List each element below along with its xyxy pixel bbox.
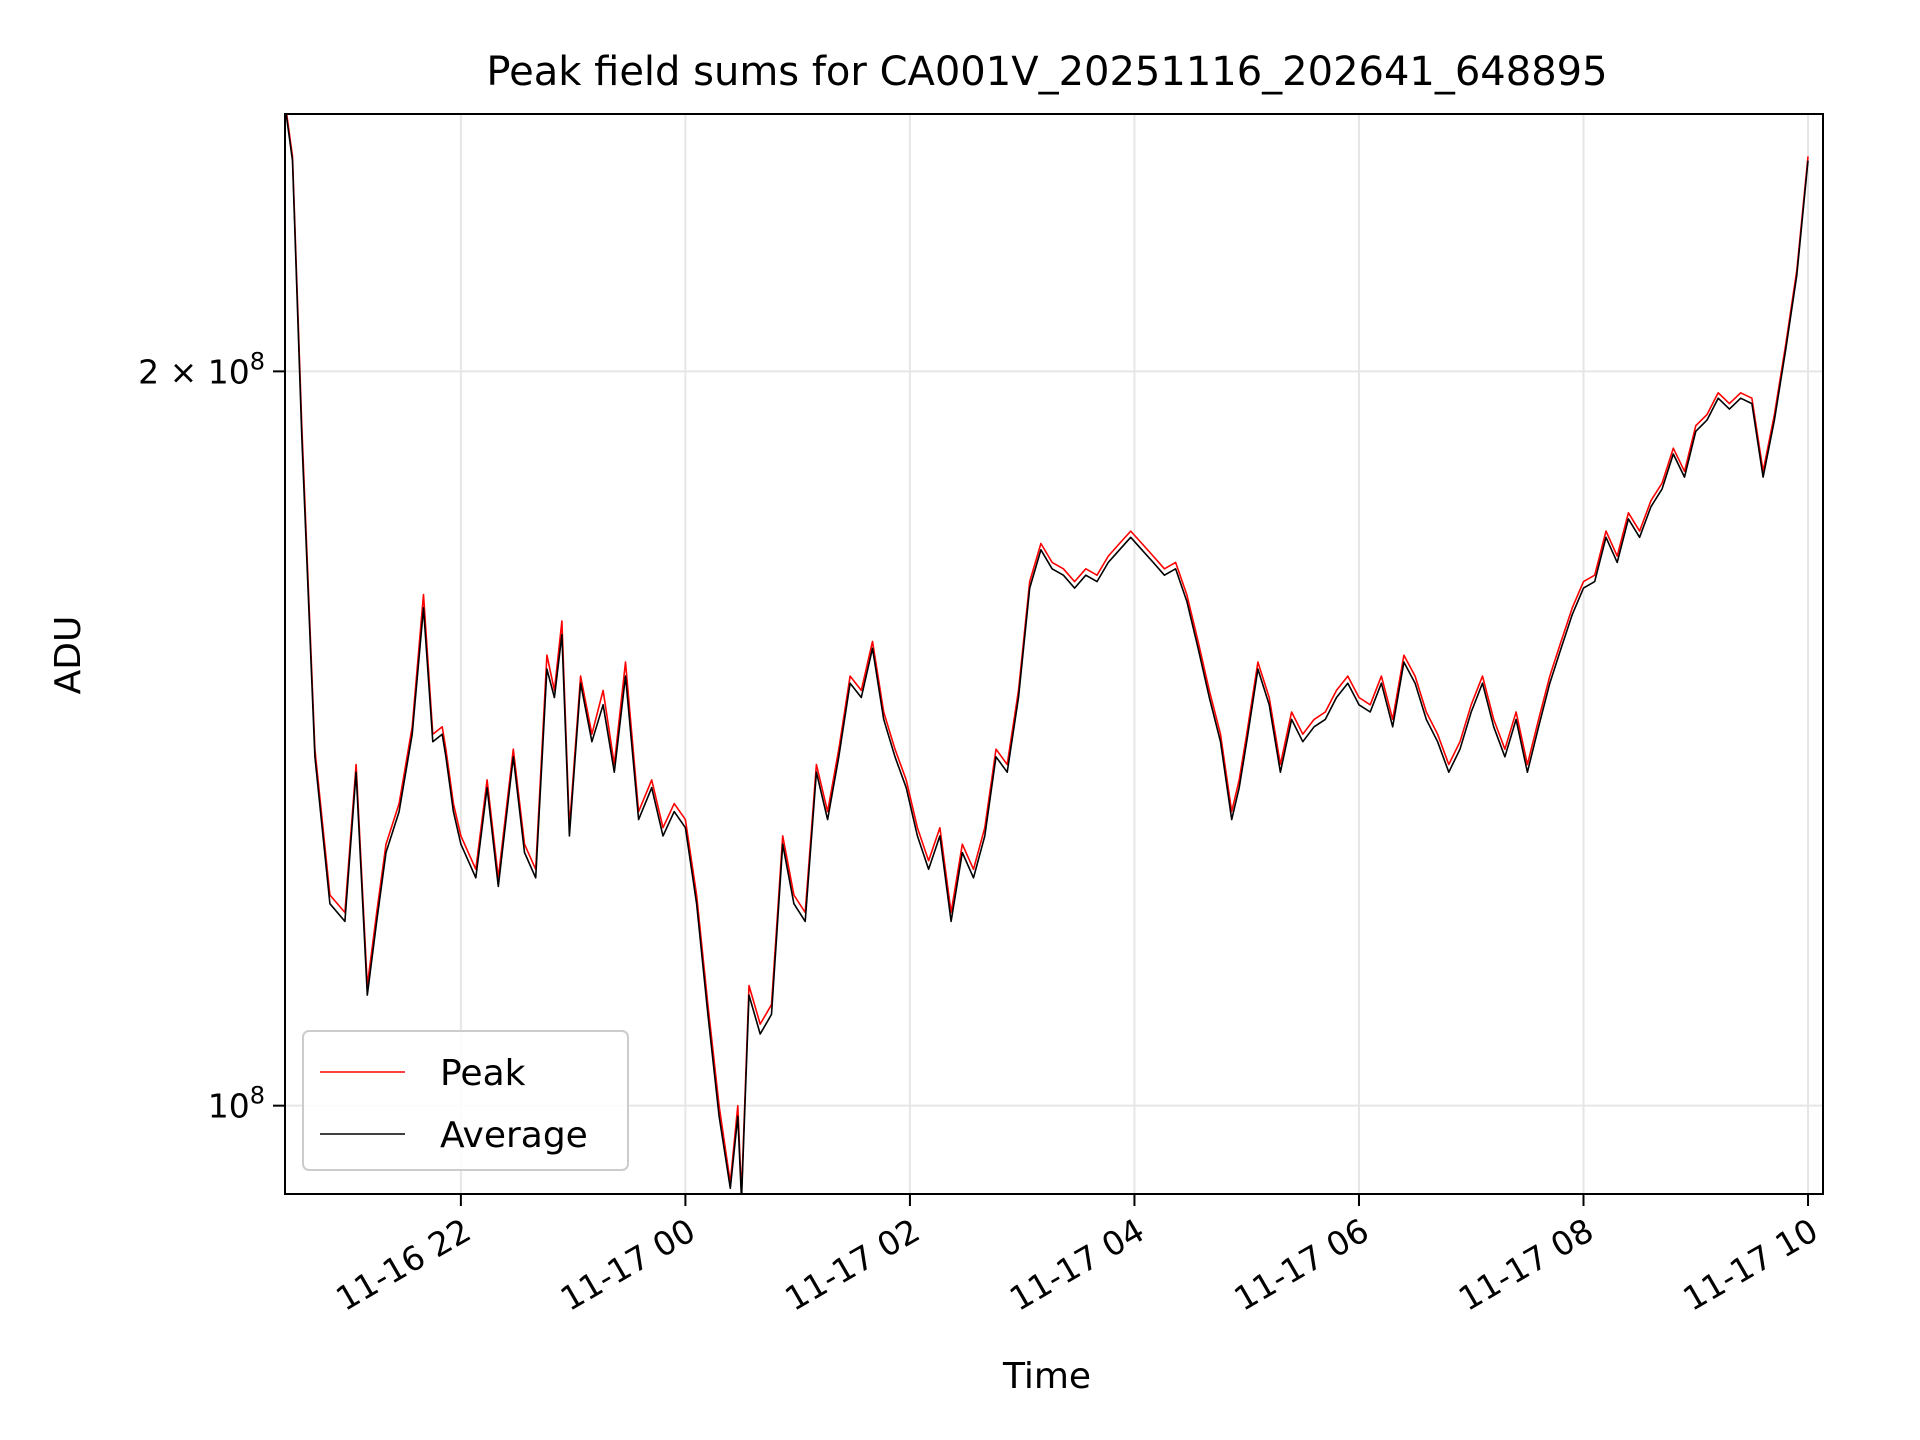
series-line-average xyxy=(285,114,1809,1194)
legend-label-average: Average xyxy=(440,1115,588,1156)
x-axis-label: Time xyxy=(1002,1356,1091,1397)
chart-title: Peak field sums for CA001V_20251116_2026… xyxy=(486,49,1607,95)
y-tick-label: 2 × 108 xyxy=(138,347,265,391)
plot-frame xyxy=(284,113,1824,1195)
legend: Peak Average xyxy=(302,1030,629,1171)
legend-frame xyxy=(302,1030,629,1171)
y-axis-label: ADU xyxy=(48,616,89,695)
legend-label-peak: Peak xyxy=(440,1053,526,1094)
series-layer xyxy=(285,114,1809,1194)
y-tick-label: 108 xyxy=(208,1082,265,1126)
grid xyxy=(285,114,1823,1194)
